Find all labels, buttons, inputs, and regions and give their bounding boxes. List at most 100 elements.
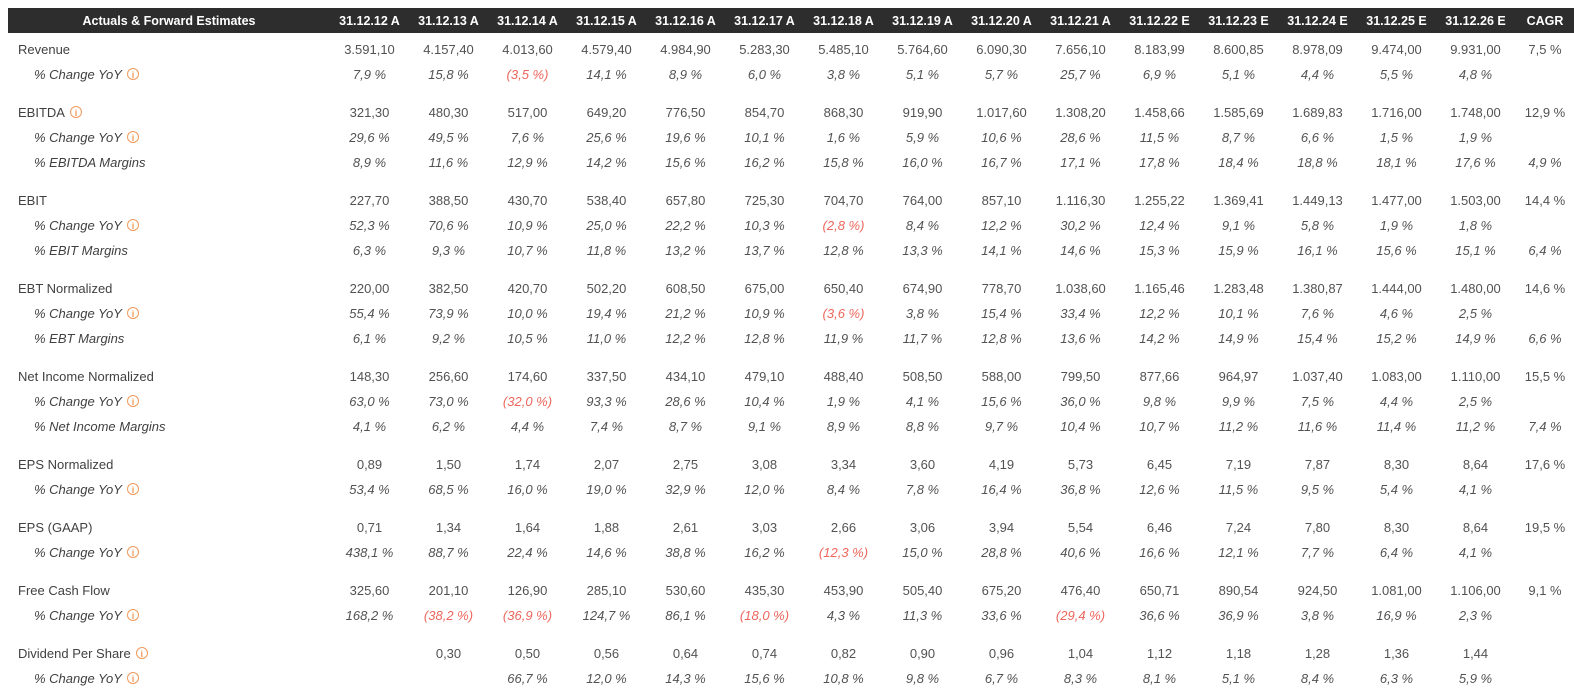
data-cell: 7,7 % bbox=[1300, 545, 1335, 560]
data-cell: 15,6 % bbox=[665, 155, 706, 170]
data-cell: 5.485,10 bbox=[818, 42, 869, 57]
data-cell: 2,75 bbox=[672, 457, 699, 472]
data-cell: 17,6 % bbox=[1455, 155, 1496, 170]
data-cell: 8,9 % bbox=[352, 155, 387, 170]
data-cell: 15,4 % bbox=[981, 306, 1022, 321]
data-cell: (36,9 %) bbox=[502, 608, 553, 623]
cagr-cell: 15,5 % bbox=[1524, 369, 1566, 384]
data-cell: 14,2 % bbox=[1139, 331, 1180, 346]
data-cell: 3,8 % bbox=[1300, 608, 1335, 623]
data-cell: 8,8 % bbox=[905, 419, 940, 434]
row-label: % EBT Margins bbox=[8, 326, 330, 351]
data-cell: 8,30 bbox=[1383, 520, 1410, 535]
row-label: Net Income Normalized bbox=[8, 351, 330, 389]
data-cell: 11,5 % bbox=[1218, 482, 1259, 497]
info-icon[interactable]: i bbox=[135, 647, 148, 659]
data-cell: 1,6 % bbox=[826, 130, 861, 145]
data-cell: 15,3 % bbox=[1139, 243, 1180, 258]
data-cell: 7,4 % bbox=[589, 419, 624, 434]
data-cell: 1.477,00 bbox=[1371, 193, 1422, 208]
data-cell: 530,60 bbox=[665, 583, 706, 598]
data-cell: 919,90 bbox=[902, 105, 943, 120]
data-cell: 12,0 % bbox=[744, 482, 785, 497]
row-label: % EBITDA Margins bbox=[8, 150, 330, 175]
data-cell: 4,1 % bbox=[1458, 545, 1493, 560]
column-header: 31.12.14 A bbox=[488, 8, 567, 33]
data-cell: 9.931,00 bbox=[1450, 42, 1501, 57]
data-cell: 5,8 % bbox=[1300, 218, 1335, 233]
data-cell: 19,0 % bbox=[586, 482, 627, 497]
data-cell: 382,50 bbox=[428, 281, 469, 296]
data-cell: 148,30 bbox=[349, 369, 390, 384]
cagr-cell bbox=[1515, 301, 1574, 326]
row-label-text: % Change YoY bbox=[34, 306, 122, 321]
info-icon[interactable]: i bbox=[126, 546, 139, 558]
data-cell: 924,50 bbox=[1297, 583, 1338, 598]
data-cell: 12,2 % bbox=[981, 218, 1022, 233]
info-icon[interactable]: i bbox=[126, 68, 139, 80]
table-row: EPS (GAAP) 0,71 1,34 1,64 1,88 2,61 3,03 2,66 3,… bbox=[8, 502, 1574, 540]
row-label-text: % Change YoY bbox=[34, 545, 122, 560]
data-cell: 8,64 bbox=[1462, 520, 1489, 535]
data-cell: 0,82 bbox=[830, 646, 857, 661]
data-cell: 502,20 bbox=[586, 281, 627, 296]
data-cell: 33,6 % bbox=[981, 608, 1022, 623]
data-cell: 2,66 bbox=[830, 520, 857, 535]
data-cell: 1,04 bbox=[1067, 646, 1094, 661]
data-cell: 9,7 % bbox=[984, 419, 1019, 434]
data-cell: 1.110,00 bbox=[1450, 369, 1501, 384]
data-cell: 476,40 bbox=[1060, 583, 1101, 598]
info-icon[interactable]: i bbox=[126, 609, 139, 621]
data-cell: 16,2 % bbox=[744, 155, 785, 170]
data-cell: 6.090,30 bbox=[976, 42, 1027, 57]
data-cell: 5,1 % bbox=[905, 67, 940, 82]
data-cell: 7,5 % bbox=[1300, 394, 1335, 409]
cagr-cell: 14,4 % bbox=[1524, 193, 1566, 208]
data-cell: 4,3 % bbox=[826, 608, 861, 623]
table-row: % Change YoY i 7,9 % 15,8 % (3,5 %) 14,1 % 8,9… bbox=[8, 62, 1574, 87]
data-cell: 18,1 % bbox=[1376, 155, 1417, 170]
data-cell: 6,6 % bbox=[1300, 130, 1335, 145]
data-cell: 4.157,40 bbox=[423, 42, 474, 57]
row-label-text: Net Income Normalized bbox=[18, 369, 154, 384]
data-cell: 8.183,99 bbox=[1134, 42, 1185, 57]
cagr-cell bbox=[1515, 213, 1574, 238]
data-cell: 0,71 bbox=[356, 520, 383, 535]
table-row: % Change YoY i 55,4 % 73,9 % 10,0 % 19,4 % 21,… bbox=[8, 301, 1574, 326]
data-cell: (18,0 %) bbox=[739, 608, 790, 623]
data-cell: 7,9 % bbox=[352, 67, 387, 82]
data-cell: 0,90 bbox=[909, 646, 936, 661]
data-cell: 3,06 bbox=[909, 520, 936, 535]
data-cell: 1,50 bbox=[435, 457, 462, 472]
data-cell: 227,70 bbox=[349, 193, 390, 208]
info-icon[interactable]: i bbox=[126, 307, 139, 319]
data-cell: 8,4 % bbox=[826, 482, 861, 497]
data-cell: 8,4 % bbox=[1300, 671, 1335, 686]
row-label-text: EBIT bbox=[18, 193, 47, 208]
table-row: % Change YoY i 63,0 % 73,0 % (32,0 %) 93,3 % 2… bbox=[8, 389, 1574, 414]
data-cell: 9,1 % bbox=[1221, 218, 1256, 233]
info-icon[interactable]: i bbox=[126, 672, 139, 684]
row-label: % Change YoY i bbox=[8, 62, 330, 87]
info-icon[interactable]: i bbox=[126, 395, 139, 407]
cagr-cell bbox=[1515, 62, 1574, 87]
info-icon[interactable]: i bbox=[69, 106, 82, 118]
row-label-text: % EBITDA Margins bbox=[34, 155, 146, 170]
info-icon[interactable]: i bbox=[126, 219, 139, 231]
info-icon[interactable]: i bbox=[126, 483, 139, 495]
row-label-text: % EBIT Margins bbox=[34, 243, 128, 258]
data-cell: 2,61 bbox=[672, 520, 699, 535]
data-cell: 11,6 % bbox=[428, 155, 469, 170]
data-cell: 15,6 % bbox=[1376, 243, 1417, 258]
row-label: % EBIT Margins bbox=[8, 238, 330, 263]
data-cell: 1,8 % bbox=[1458, 218, 1493, 233]
data-cell: 1.165,46 bbox=[1134, 281, 1185, 296]
info-icon[interactable]: i bbox=[126, 131, 139, 143]
data-cell: 9,1 % bbox=[747, 419, 782, 434]
data-cell: 8,7 % bbox=[1221, 130, 1256, 145]
data-cell: 1,34 bbox=[435, 520, 462, 535]
data-cell: 49,5 % bbox=[428, 130, 469, 145]
data-cell: 11,4 % bbox=[1376, 419, 1417, 434]
data-cell: 8.600,85 bbox=[1213, 42, 1264, 57]
data-cell: 88,7 % bbox=[428, 545, 469, 560]
